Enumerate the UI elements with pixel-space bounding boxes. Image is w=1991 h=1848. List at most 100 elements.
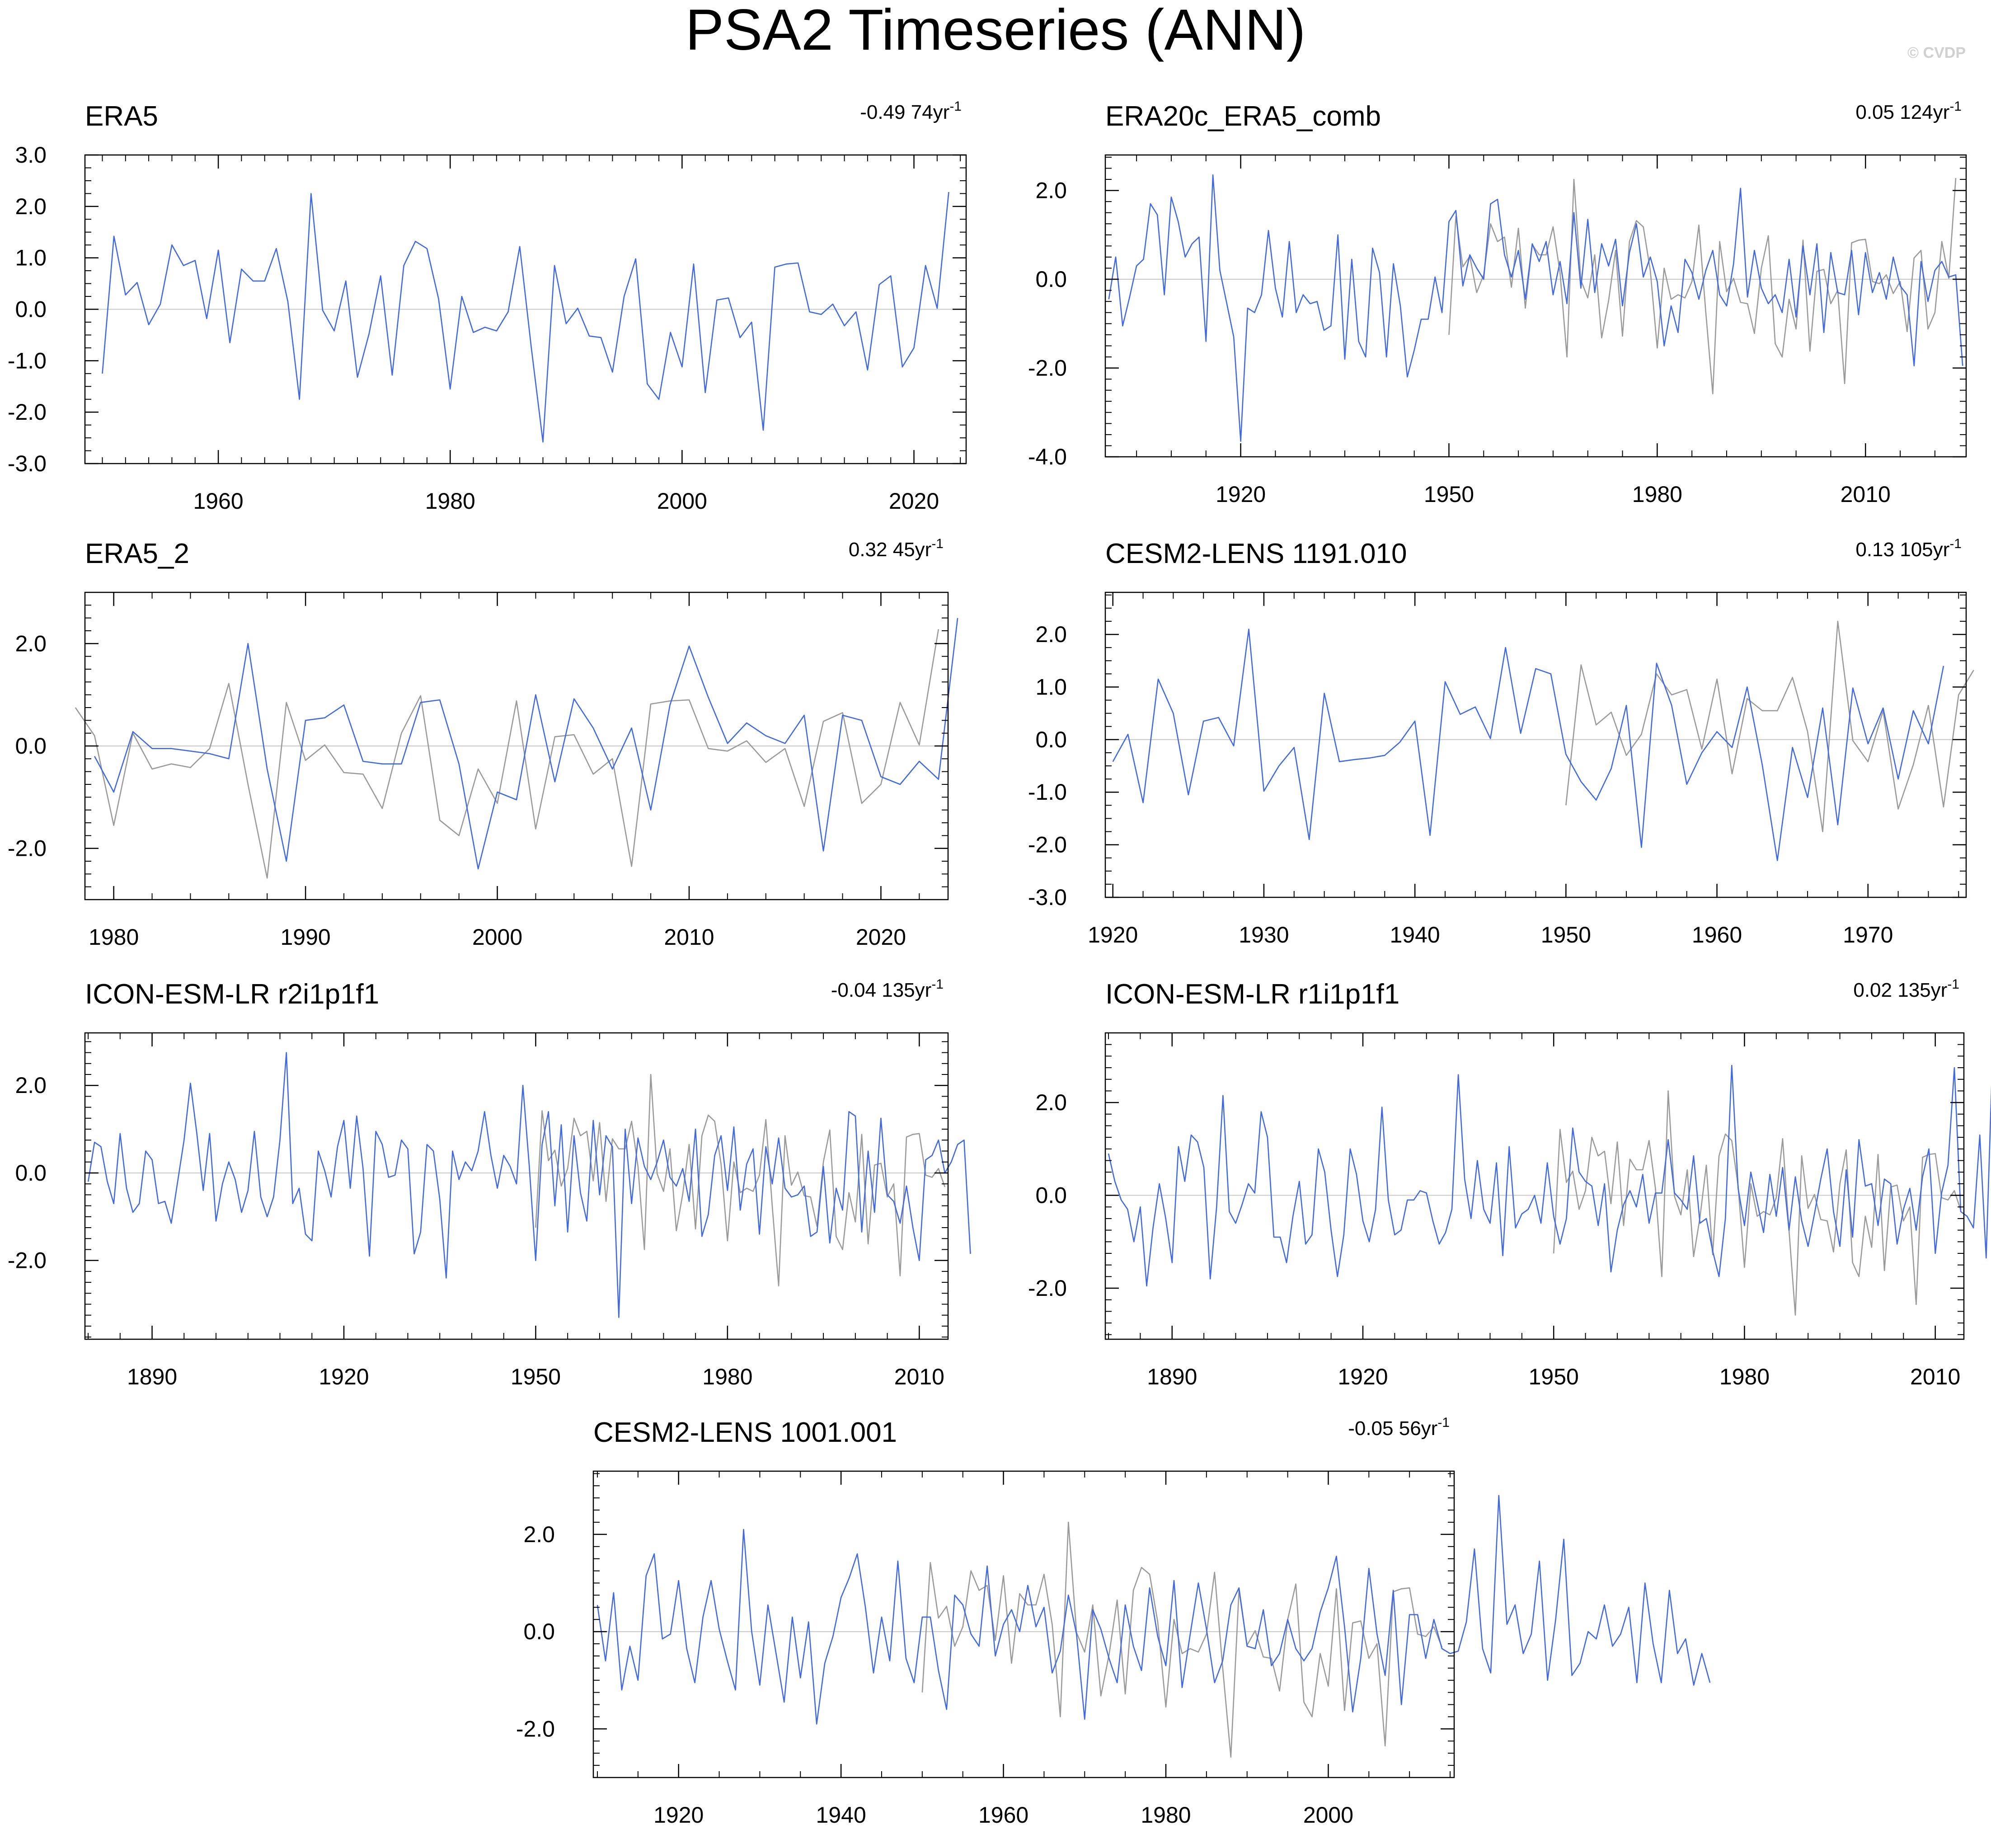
x-tick-label: 1980 xyxy=(702,1364,752,1389)
x-tick-label: 1980 xyxy=(1719,1364,1770,1389)
trend-exponent: -1 xyxy=(1947,977,1959,992)
x-tick-label: 1920 xyxy=(1338,1364,1388,1389)
y-tick-label: -2.0 xyxy=(8,399,47,425)
y-tick-label: 3.0 xyxy=(15,142,47,168)
y-tick-label: 0.0 xyxy=(523,1619,555,1644)
x-tick-label: 2000 xyxy=(657,488,707,514)
y-tick-label: 2.0 xyxy=(1035,1090,1067,1115)
series-line xyxy=(1112,629,1944,861)
y-tick-label: -2.0 xyxy=(1028,1276,1067,1301)
y-tick-label: -1.0 xyxy=(8,348,47,373)
panel-title: CESM2-LENS 1001.001 xyxy=(593,1417,897,1448)
y-tick-label: -4.0 xyxy=(1028,444,1067,469)
trend-annotation: 0.05 124yr-1 xyxy=(1855,99,1962,123)
chart-panel: 1960 1980 2000 2020 -3.0 -2.0 -1.0 0.0 1.0 2.0 3.0… xyxy=(8,99,967,514)
x-tick-label: 2000 xyxy=(472,924,522,950)
trend-annotation: -0.04 135yr-1 xyxy=(831,977,944,1001)
series-line xyxy=(1565,620,1974,832)
trend-annotation: 0.13 105yr-1 xyxy=(1855,536,1962,561)
trend-exponent: -1 xyxy=(949,99,962,114)
trend-annotation: 0.02 135yr-1 xyxy=(1853,977,1959,1001)
chart-panel: 1890 1920 1950 1980 2010 -2.0 0.0 2.0 ICON-ESM-L… xyxy=(8,977,971,1389)
series-line xyxy=(1553,1090,1962,1316)
series-line xyxy=(921,1521,1443,1758)
x-tick-label: 2010 xyxy=(664,924,714,950)
trend-value: 0.05 xyxy=(1855,101,1900,123)
y-tick-label: -3.0 xyxy=(1028,885,1067,910)
x-tick-label: 1960 xyxy=(1692,922,1742,947)
trend-years: 135yr xyxy=(882,979,931,1001)
trend-years: 45yr xyxy=(893,539,932,561)
panels: 1960 1980 2000 2020 -3.0 -2.0 -1.0 0.0 1.0 2.0 3.0… xyxy=(8,99,1991,1828)
x-tick-label: 1920 xyxy=(1216,482,1266,507)
series-line xyxy=(75,629,939,879)
trend-exponent: -1 xyxy=(1949,99,1962,114)
x-tick-label: 1950 xyxy=(1529,1364,1579,1389)
y-tick-label: -1.0 xyxy=(1028,779,1067,805)
x-tick-label: 1890 xyxy=(1147,1364,1197,1389)
panel-title: ICON-ESM-LR r1i1p1f1 xyxy=(1105,979,1399,1010)
x-tick-label: 2010 xyxy=(894,1364,944,1389)
x-tick-label: 2010 xyxy=(1910,1364,1960,1389)
series-line xyxy=(535,1074,946,1287)
plot-frame xyxy=(592,1470,1455,1778)
y-tick-label: 0.0 xyxy=(1035,727,1067,752)
panel-title: ERA5 xyxy=(85,101,158,132)
panel-title: ERA5_2 xyxy=(85,538,189,569)
y-tick-label: -2.0 xyxy=(8,1248,47,1273)
y-tick-label: 2.0 xyxy=(15,631,47,656)
trend-value: -0.04 xyxy=(831,979,882,1001)
plot-frame xyxy=(1104,154,1967,458)
trend-years: 124yr xyxy=(1900,101,1949,123)
y-tick-label: -2.0 xyxy=(1028,356,1067,381)
y-tick-label: 0.0 xyxy=(1035,267,1067,292)
trend-years: 105yr xyxy=(1900,539,1949,561)
chart-panel: 1890 1920 1950 1980 2010 -2.0 0.0 2.0 ICON-ESM-L… xyxy=(1028,977,1991,1389)
x-tick-label: 1890 xyxy=(127,1364,177,1389)
y-tick-label: -2.0 xyxy=(516,1716,555,1741)
y-tick-label: 2.0 xyxy=(15,1073,47,1098)
trend-annotation: -0.49 74yr-1 xyxy=(860,99,962,123)
x-tick-label: 1920 xyxy=(319,1364,369,1389)
series-line xyxy=(1108,174,1963,442)
trend-value: -0.49 xyxy=(860,101,911,123)
panel-title: ERA20c_ERA5_comb xyxy=(1105,101,1381,132)
x-tick-label: 1940 xyxy=(1390,922,1440,947)
chart-panel: 1920 1950 1980 2010 -4.0 -2.0 0.0 2.0 ERA20c_ERA… xyxy=(1028,99,1967,507)
series-line xyxy=(94,618,958,870)
y-tick-label: -3.0 xyxy=(8,451,47,476)
x-tick-label: 1970 xyxy=(1843,922,1893,947)
trend-exponent: -1 xyxy=(931,977,944,992)
y-tick-label: -2.0 xyxy=(8,836,47,861)
trend-value: 0.13 xyxy=(1855,539,1900,561)
y-tick-label: 0.0 xyxy=(15,297,47,322)
y-tick-label: 2.0 xyxy=(523,1522,555,1547)
y-tick-label: -2.0 xyxy=(1028,832,1067,858)
trend-value: 0.02 xyxy=(1853,979,1897,1001)
series-line xyxy=(102,192,949,443)
x-tick-label: 1930 xyxy=(1239,922,1289,947)
x-tick-label: 1920 xyxy=(653,1802,704,1828)
chart-panel: 1920 1940 1960 1980 2000 -2.0 0.0 2.0 CESM2-LENS… xyxy=(516,1415,1711,1828)
x-tick-label: 1980 xyxy=(425,488,475,514)
y-tick-label: 2.0 xyxy=(15,194,47,219)
x-tick-label: 1950 xyxy=(511,1364,561,1389)
figure-title: PSA2 Timeseries (ANN) xyxy=(686,0,1306,62)
y-tick-label: 1.0 xyxy=(1035,674,1067,699)
trend-exponent: -1 xyxy=(1949,536,1962,551)
x-tick-label: 1920 xyxy=(1088,922,1138,947)
panel-title: ICON-ESM-LR r2i1p1f1 xyxy=(85,979,379,1010)
y-tick-label: 1.0 xyxy=(15,245,47,271)
y-tick-label: 0.0 xyxy=(1035,1183,1067,1208)
chart-panel: 1920 1930 1940 1950 1960 1970 -3.0 -2.0 -1.0 0.0 1… xyxy=(1028,536,1974,947)
plot-frame xyxy=(1104,1032,1965,1340)
x-tick-label: 1940 xyxy=(816,1802,866,1828)
x-tick-label: 2000 xyxy=(1303,1802,1353,1828)
y-tick-label: 0.0 xyxy=(15,1160,47,1186)
series-line xyxy=(1108,1065,1991,1287)
chart-panel: 1980 1990 2000 2010 2020 -2.0 0.0 2.0 ERA5_2 0.32… xyxy=(8,536,958,950)
trend-exponent: -1 xyxy=(1437,1415,1450,1430)
x-tick-label: 1950 xyxy=(1424,482,1474,507)
trend-annotation: -0.05 56yr-1 xyxy=(1348,1415,1450,1440)
